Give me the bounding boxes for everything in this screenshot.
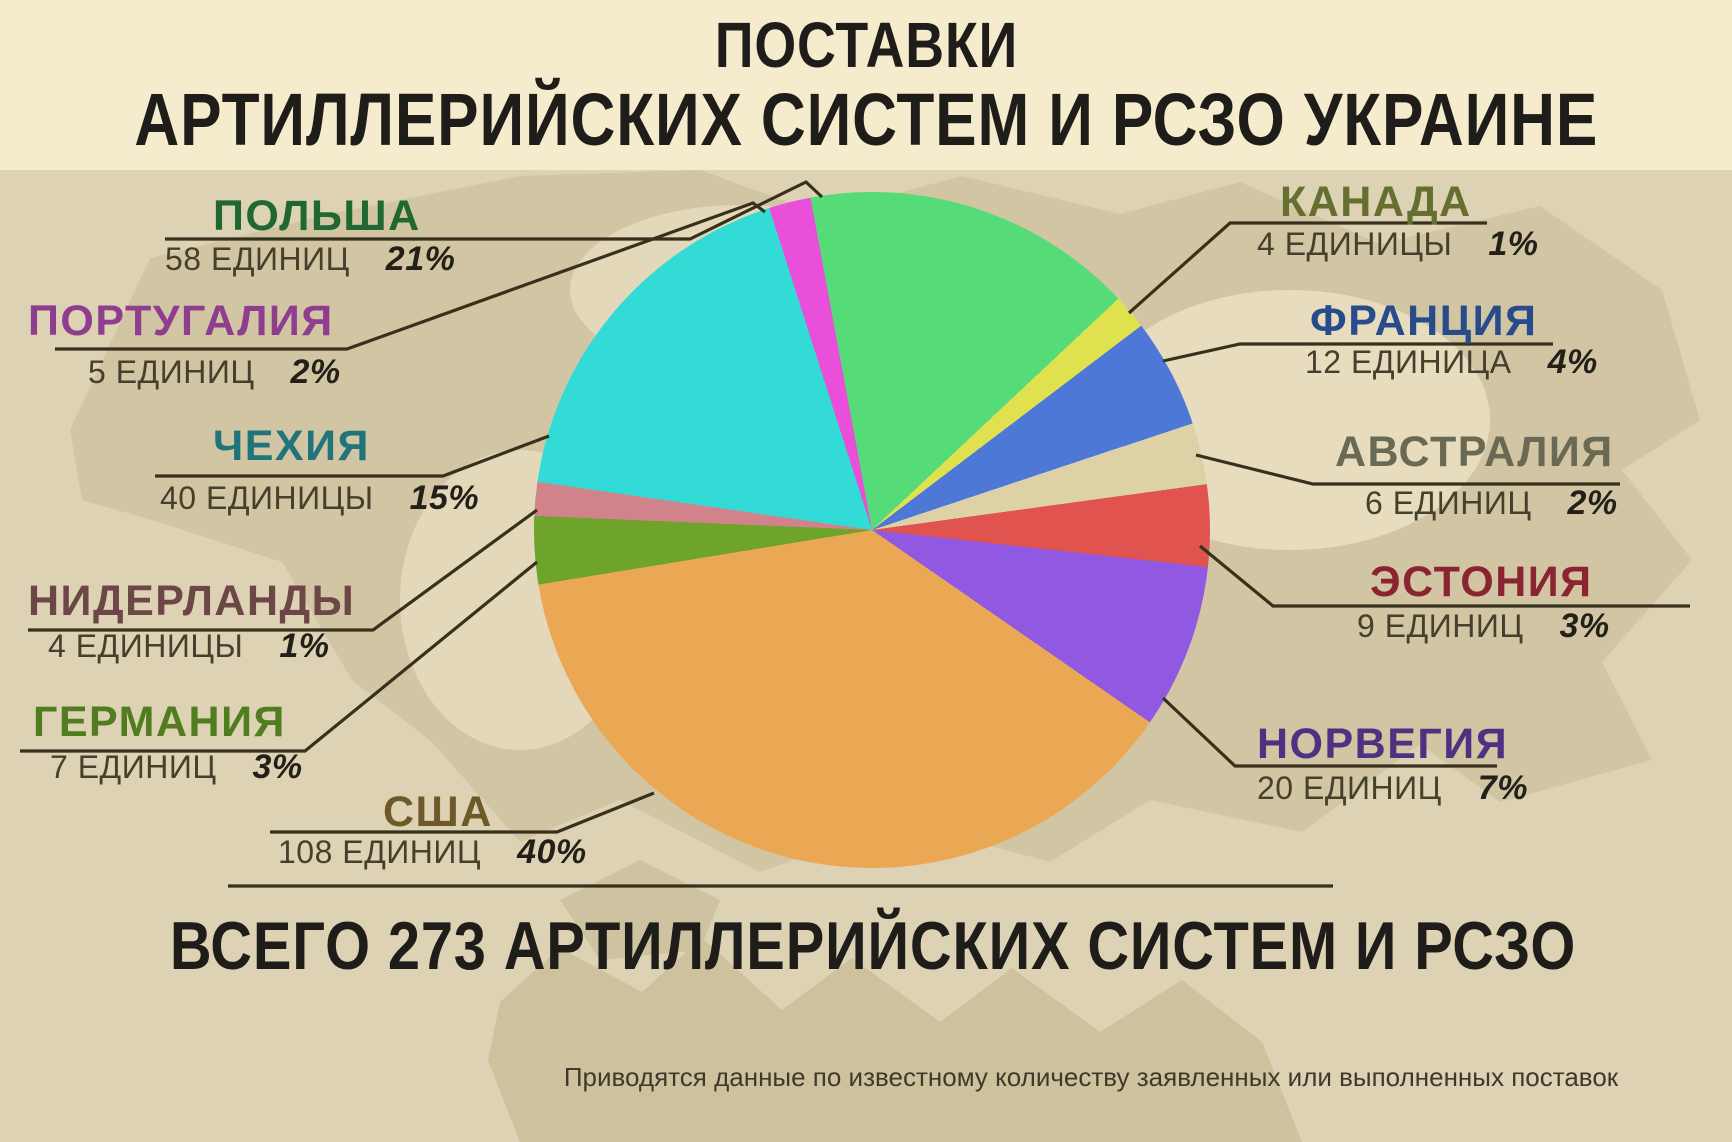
label-netherlands: НИДЕРЛАНДЫ 4 ЕДИНИЦЫ 1% <box>28 577 356 665</box>
percent-value: 21% <box>385 240 456 278</box>
page-title-line2: АРТИЛЛЕРИЙСКИХ СИСТЕМ И РСЗО УКРАИНЕ <box>134 78 1598 161</box>
footnote: Приводятся данные по известному количест… <box>563 1062 1619 1092</box>
percent-value: 2% <box>1567 484 1618 522</box>
page-title-line1: ПОСТАВКИ <box>714 9 1018 81</box>
label-germany: ГЕРМАНИЯ 7 ЕДИНИЦ 3% <box>33 698 303 786</box>
percent-value: 1% <box>1488 225 1539 263</box>
percent-value: 3% <box>252 748 303 786</box>
country-name: ПОРТУГАЛИЯ <box>28 297 334 345</box>
label-usa: США 108 ЕДИНИЦ 40% <box>278 788 587 871</box>
label-portugal: ПОРТУГАЛИЯ 5 ЕДИНИЦ 2% <box>28 297 341 391</box>
label-norway: НОРВЕГИЯ 20 ЕДИНИЦ 7% <box>1257 720 1528 807</box>
country-name: ЧЕХИЯ <box>213 422 370 470</box>
units-value: 40 ЕДИНИЦЫ <box>160 480 374 516</box>
map-bottom-silhouette <box>488 938 1302 1142</box>
label-czechia: ЧЕХИЯ 40 ЕДИНИЦЫ 15% <box>160 422 480 517</box>
percent-value: 4% <box>1547 343 1598 381</box>
label-france: ФРАНЦИЯ 12 ЕДИНИЦА 4% <box>1305 297 1598 381</box>
percent-value: 1% <box>279 627 330 665</box>
units-value: 6 ЕДИНИЦ <box>1365 485 1532 521</box>
pie-chart <box>534 192 1210 868</box>
total-summary: ВСЕГО 273 АРТИЛЛЕРИЙСКИХ СИСТЕМ И РСЗО <box>169 908 1577 984</box>
units-value: 9 ЕДИНИЦ <box>1357 608 1524 644</box>
label-poland: ПОЛЬША 58 ЕДИНИЦ 21% <box>165 192 456 278</box>
label-estonia: ЭСТОНИЯ 9 ЕДИНИЦ 3% <box>1357 558 1610 645</box>
units-value: 12 ЕДИНИЦА <box>1305 344 1512 380</box>
units-value: 58 ЕДИНИЦ <box>165 241 350 277</box>
units-value: 5 ЕДИНИЦ <box>88 354 255 390</box>
units-value: 4 ЕДИНИЦЫ <box>1257 226 1453 262</box>
label-australia: АВСТРАЛИЯ 6 ЕДИНИЦ 2% <box>1335 428 1618 522</box>
country-name: ЭСТОНИЯ <box>1370 558 1593 606</box>
units-value: 108 ЕДИНИЦ <box>278 834 482 870</box>
percent-value: 40% <box>517 833 587 871</box>
percent-value: 2% <box>290 353 341 391</box>
percent-value: 7% <box>1477 769 1528 807</box>
country-name: НОРВЕГИЯ <box>1257 720 1509 768</box>
country-name: США <box>383 788 493 836</box>
country-name: ФРАНЦИЯ <box>1310 297 1538 345</box>
country-name: НИДЕРЛАНДЫ <box>28 577 356 625</box>
units-value: 20 ЕДИНИЦ <box>1257 770 1442 806</box>
country-name: АВСТРАЛИЯ <box>1335 428 1614 476</box>
percent-value: 3% <box>1559 607 1610 645</box>
units-value: 4 ЕДИНИЦЫ <box>48 628 244 664</box>
percent-value: 15% <box>409 479 480 517</box>
country-name: ГЕРМАНИЯ <box>33 698 286 746</box>
label-canada: КАНАДА 4 ЕДИНИЦЫ 1% <box>1257 178 1539 263</box>
country-name: ПОЛЬША <box>213 192 421 240</box>
country-name: КАНАДА <box>1280 178 1472 226</box>
units-value: 7 ЕДИНИЦ <box>50 749 217 785</box>
title-band: ПОСТАВКИ АРТИЛЛЕРИЙСКИХ СИСТЕМ И РСЗО УК… <box>0 0 1732 170</box>
